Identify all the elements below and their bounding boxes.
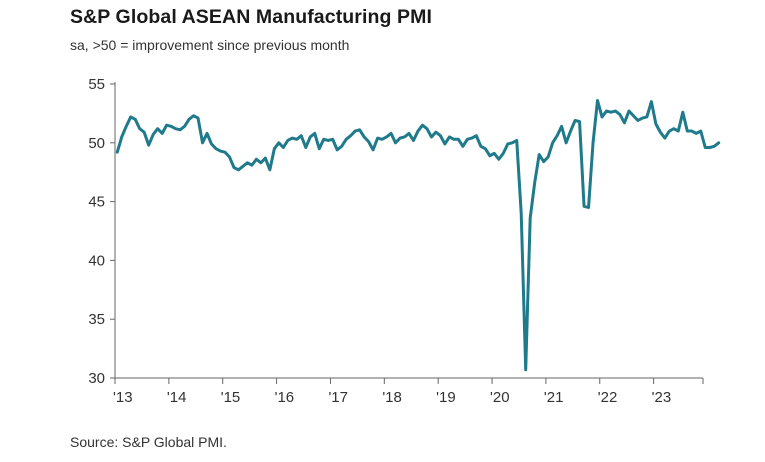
chart-title: S&P Global ASEAN Manufacturing PMI bbox=[70, 6, 433, 28]
x-tick-label: '21 bbox=[544, 389, 564, 406]
x-tick-label: '16 bbox=[275, 389, 295, 406]
x-tick-label: '18 bbox=[382, 389, 402, 406]
x-tick-label: '15 bbox=[221, 389, 241, 406]
source-note: Source: S&P Global PMI. bbox=[70, 434, 227, 450]
y-tick-label: 30 bbox=[88, 370, 105, 387]
x-tick-label: '17 bbox=[328, 389, 348, 406]
chart-axes bbox=[114, 82, 703, 379]
x-axis-ticks: '13 '14 '15 '16 '17 '18 '19 '20 '21 '22 '23 bbox=[113, 378, 704, 406]
y-tick-label: 45 bbox=[88, 194, 105, 211]
y-tick-label: 55 bbox=[88, 76, 105, 93]
x-tick-label: '22 bbox=[598, 389, 618, 406]
x-tick-label: '13 bbox=[113, 389, 133, 406]
y-tick-label: 40 bbox=[88, 252, 105, 269]
x-tick-label: '14 bbox=[167, 389, 187, 406]
y-tick-label: 50 bbox=[88, 135, 105, 152]
y-axis-ticks: 30 35 40 45 50 55 bbox=[88, 76, 115, 387]
x-tick-label: '19 bbox=[436, 389, 456, 406]
chart-subtitle: sa, >50 = improvement since previous mon… bbox=[70, 37, 350, 53]
pmi-series-line bbox=[115, 98, 721, 372]
y-tick-label: 35 bbox=[88, 311, 105, 328]
x-tick-label: '23 bbox=[652, 389, 672, 406]
x-tick-label: '20 bbox=[490, 389, 510, 406]
